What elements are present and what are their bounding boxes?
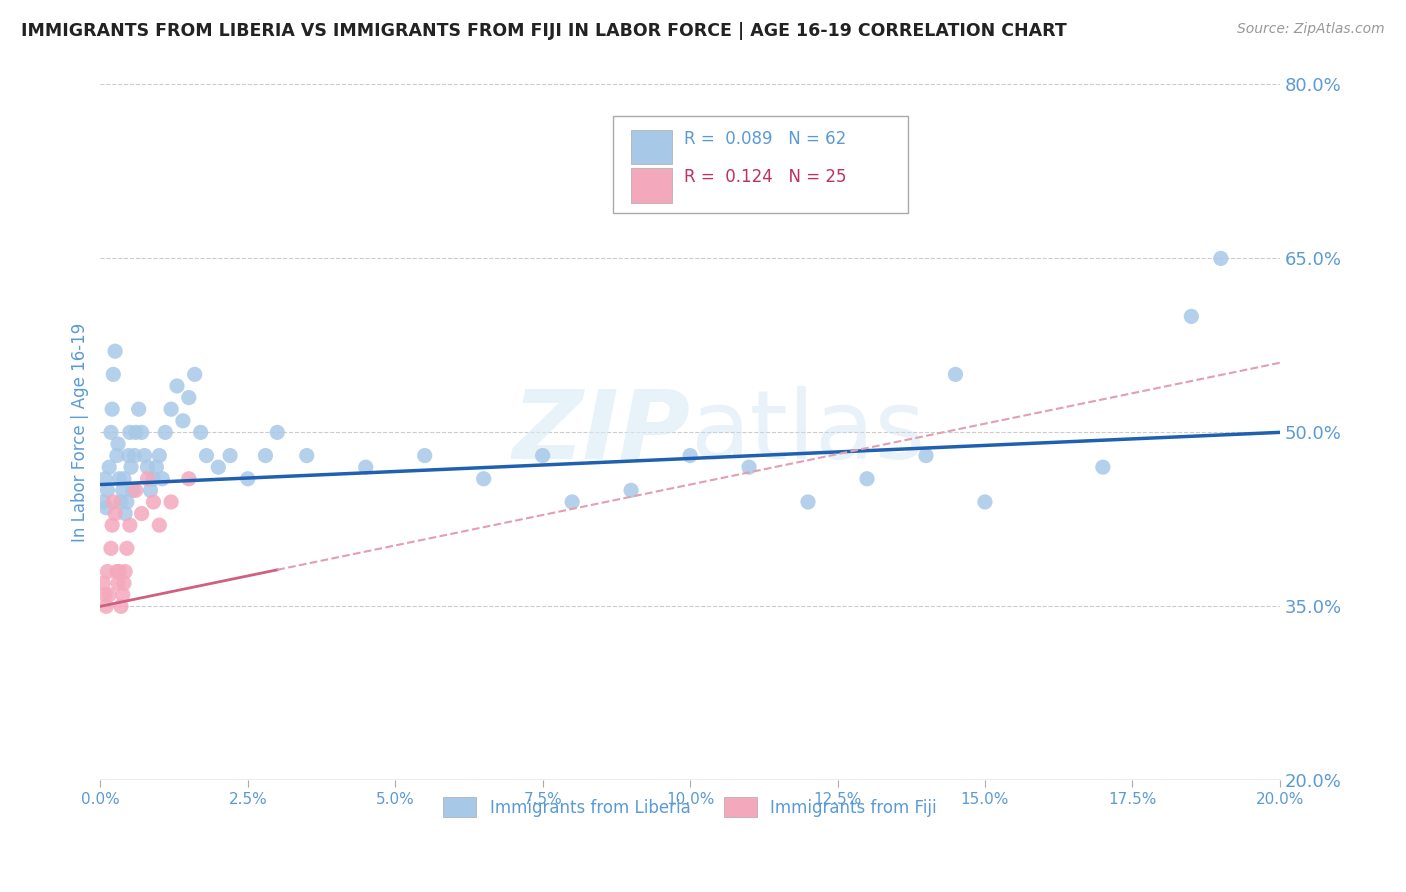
Point xyxy=(131,425,153,440)
Point xyxy=(974,495,997,509)
Point xyxy=(91,495,114,509)
Point xyxy=(413,449,436,463)
Point xyxy=(94,472,117,486)
Point xyxy=(112,472,135,486)
Point xyxy=(183,368,205,382)
Point xyxy=(797,495,820,509)
Point xyxy=(120,460,142,475)
Text: R =  0.124   N = 25: R = 0.124 N = 25 xyxy=(685,168,846,186)
Point xyxy=(115,541,138,556)
Point xyxy=(139,483,162,498)
Point xyxy=(103,495,125,509)
Point xyxy=(103,368,125,382)
Point xyxy=(112,576,135,591)
Point xyxy=(531,449,554,463)
Point xyxy=(114,507,136,521)
Point xyxy=(100,541,122,556)
Point xyxy=(104,507,127,521)
Point xyxy=(96,599,118,614)
Point xyxy=(254,449,277,463)
Point xyxy=(295,449,318,463)
Text: Source: ZipAtlas.com: Source: ZipAtlas.com xyxy=(1237,22,1385,37)
Point xyxy=(101,402,124,417)
Point xyxy=(125,425,148,440)
Point xyxy=(118,449,141,463)
Point xyxy=(115,495,138,509)
Point xyxy=(166,379,188,393)
Point xyxy=(1180,310,1202,324)
Y-axis label: In Labor Force | Age 16-19: In Labor Force | Age 16-19 xyxy=(72,323,89,542)
Point xyxy=(177,391,200,405)
Point xyxy=(111,588,134,602)
Point xyxy=(148,518,170,533)
Point xyxy=(145,460,167,475)
Point xyxy=(98,588,121,602)
Point xyxy=(131,507,153,521)
Point xyxy=(160,402,183,417)
Text: R =  0.089   N = 62: R = 0.089 N = 62 xyxy=(685,129,846,148)
Point xyxy=(236,472,259,486)
Point xyxy=(142,495,165,509)
Point xyxy=(96,483,118,498)
Point xyxy=(190,425,212,440)
Point xyxy=(219,449,242,463)
Point xyxy=(110,495,132,509)
Point xyxy=(679,449,702,463)
Point xyxy=(100,425,122,440)
Point xyxy=(472,472,495,486)
Point xyxy=(108,565,131,579)
Text: ZIP: ZIP xyxy=(512,386,690,479)
Point xyxy=(354,460,377,475)
Point xyxy=(561,495,583,509)
Point xyxy=(1209,252,1232,266)
Bar xyxy=(631,168,672,202)
Point xyxy=(177,472,200,486)
Point xyxy=(738,460,761,475)
Point xyxy=(105,449,128,463)
Point xyxy=(118,425,141,440)
Point xyxy=(150,472,173,486)
Point xyxy=(91,576,114,591)
Point xyxy=(945,368,967,382)
Point xyxy=(107,576,129,591)
Point xyxy=(136,472,159,486)
Point xyxy=(915,449,938,463)
Point xyxy=(128,402,150,417)
Text: atlas: atlas xyxy=(690,386,925,479)
Point xyxy=(195,449,218,463)
Point xyxy=(114,565,136,579)
Point xyxy=(124,449,146,463)
Point xyxy=(96,565,118,579)
Legend: Immigrants from Liberia, Immigrants from Fiji: Immigrants from Liberia, Immigrants from… xyxy=(436,790,943,824)
Bar xyxy=(631,129,672,164)
Point xyxy=(98,460,121,475)
Point xyxy=(1091,460,1114,475)
Point xyxy=(856,472,879,486)
Point xyxy=(121,483,143,498)
Point xyxy=(104,344,127,359)
Point xyxy=(94,588,117,602)
FancyBboxPatch shape xyxy=(613,116,908,213)
Point xyxy=(266,425,288,440)
Point xyxy=(142,472,165,486)
Point xyxy=(96,500,118,515)
Point xyxy=(118,518,141,533)
Point xyxy=(107,437,129,451)
Point xyxy=(136,460,159,475)
Point xyxy=(148,449,170,463)
Text: IMMIGRANTS FROM LIBERIA VS IMMIGRANTS FROM FIJI IN LABOR FORCE | AGE 16-19 CORRE: IMMIGRANTS FROM LIBERIA VS IMMIGRANTS FR… xyxy=(21,22,1067,40)
Point xyxy=(108,472,131,486)
Point xyxy=(207,460,229,475)
Point xyxy=(160,495,183,509)
Point xyxy=(101,518,124,533)
Point xyxy=(620,483,643,498)
Point xyxy=(155,425,177,440)
Point xyxy=(110,599,132,614)
Point xyxy=(125,483,148,498)
Point xyxy=(111,483,134,498)
Point xyxy=(172,414,194,428)
Point xyxy=(134,449,156,463)
Point xyxy=(105,565,128,579)
